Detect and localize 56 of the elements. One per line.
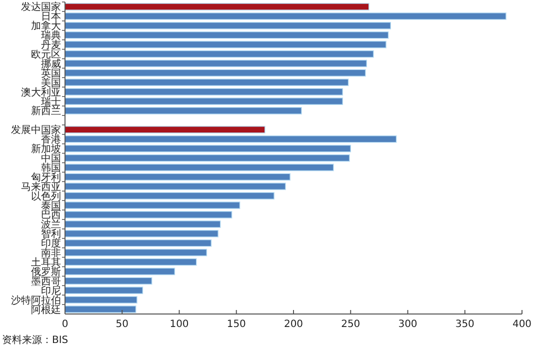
text: 资料来源：BIS <box>2 334 68 346</box>
x-tick-label: 300 <box>398 319 418 330</box>
bar <box>64 286 144 294</box>
y-tick-label: 澳大利亚 <box>21 86 61 98</box>
y-tick-label: 新西兰 <box>31 105 61 118</box>
y-tick-label: 沙特阿拉伯 <box>11 294 61 306</box>
x-tick-label: 200 <box>284 319 304 330</box>
bar <box>64 69 366 77</box>
y-tick-label: 俄罗斯 <box>31 266 61 278</box>
bar <box>64 306 136 313</box>
x-tick-label: 400 <box>512 319 532 330</box>
bar <box>64 78 349 86</box>
bar <box>64 60 368 68</box>
bar <box>64 230 218 238</box>
bar <box>64 3 370 10</box>
x-tick-label: 250 <box>341 319 360 330</box>
bar <box>64 258 197 266</box>
x-tick-label: 350 <box>455 319 474 330</box>
bar <box>64 202 240 209</box>
y-tick-label: 印尼 <box>41 284 61 297</box>
bar <box>64 31 389 39</box>
y-tick-label: 匈牙利 <box>31 171 61 184</box>
bar <box>64 248 208 256</box>
bar <box>64 164 334 172</box>
bar <box>64 211 232 218</box>
bar <box>64 88 344 96</box>
x-tick-label: 100 <box>170 319 189 330</box>
bar <box>64 98 344 105</box>
bar <box>64 239 212 247</box>
y-tick-label: 韩国 <box>41 162 61 174</box>
bar <box>64 268 176 276</box>
bar <box>64 144 352 152</box>
y-tick-label: 阿根廷 <box>31 304 61 316</box>
bar <box>64 220 221 228</box>
x-tick-label: 150 <box>226 319 246 330</box>
y-tick-label: 墨西哥 <box>31 276 61 288</box>
y-tick-label: 英国 <box>41 67 61 80</box>
y-tick-label: 挪威 <box>41 58 61 70</box>
y-tick-label: 美国 <box>41 76 61 89</box>
bar <box>64 192 274 200</box>
bar <box>64 40 386 48</box>
y-tick-label: 马来西亚 <box>21 180 61 193</box>
bar <box>64 50 374 58</box>
bar <box>64 277 152 285</box>
bar <box>64 135 397 143</box>
bar <box>64 22 392 30</box>
bar <box>64 12 506 20</box>
bar <box>64 296 138 304</box>
bar <box>64 182 286 190</box>
bar <box>64 126 266 134</box>
x-tick-label: 50 <box>116 319 128 330</box>
x-tick-label: 0 <box>62 319 68 330</box>
bar <box>64 107 302 114</box>
bar <box>64 173 290 181</box>
bar <box>64 154 350 162</box>
y-tick-label: 以色列 <box>31 190 61 202</box>
